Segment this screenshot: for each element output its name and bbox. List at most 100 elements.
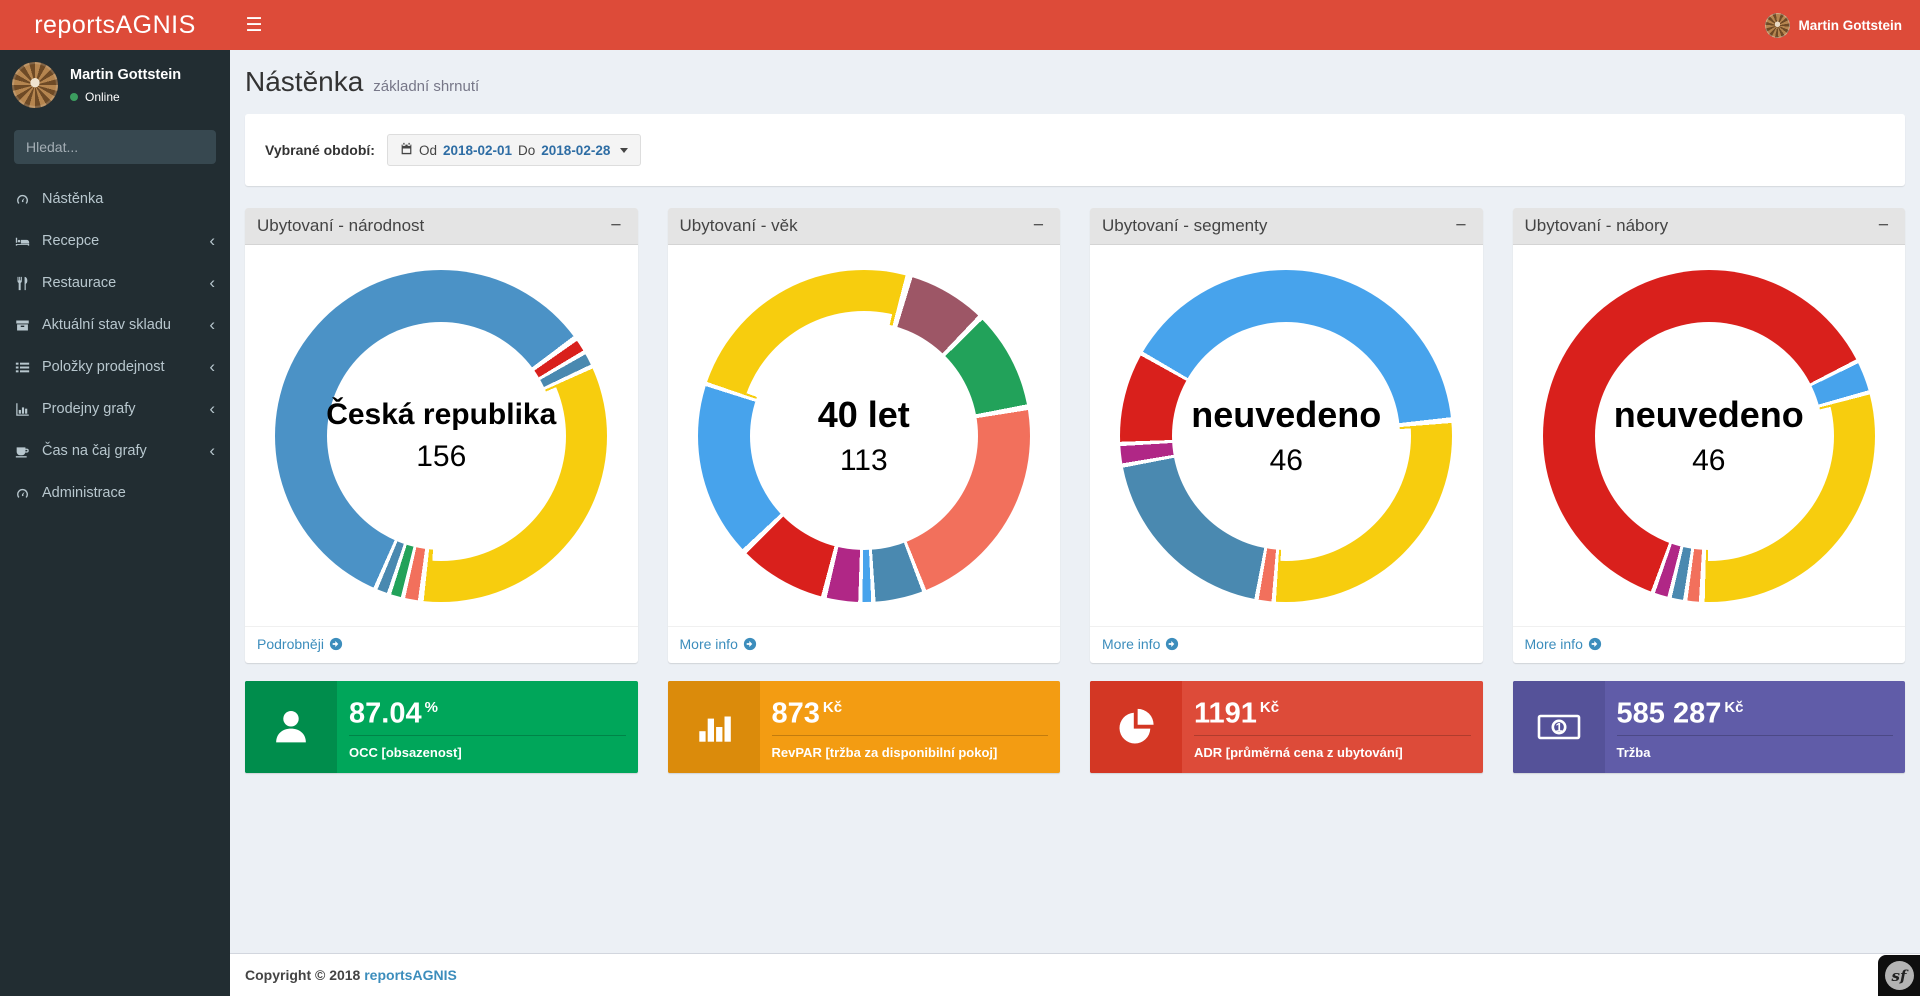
stat-unit: Kč: [1724, 699, 1744, 716]
sidebar-item[interactable]: Recepce ‹: [0, 220, 230, 262]
online-status-icon: [70, 92, 78, 101]
chart-boxes-row: Ubytovaní - národnost − Česká republika …: [245, 208, 1905, 663]
sidebar-item[interactable]: Prodejny grafy ‹: [0, 388, 230, 430]
content-area: Nástěnka základní shrnutí Vybrané období…: [230, 50, 1920, 996]
chart-box: Ubytovaní - nábory − neuvedeno 46 More i…: [1512, 208, 1906, 663]
collapse-button[interactable]: −: [1451, 216, 1470, 235]
collapse-button[interactable]: −: [606, 216, 625, 235]
page-title: Nástěnka: [245, 66, 364, 97]
more-info-link[interactable]: More info: [680, 636, 757, 652]
chart-box-body: neuvedeno 46: [1090, 245, 1483, 626]
hamburger-icon: ☰: [245, 14, 263, 36]
more-info-link[interactable]: Podrobněji: [257, 636, 343, 652]
chart-box-body: Česká republika 156: [245, 245, 638, 626]
donut-chart[interactable]: neuvedeno 46: [1542, 269, 1875, 602]
date-from: 2018-02-01: [442, 142, 513, 158]
donut-chart[interactable]: neuvedeno 46: [1120, 269, 1453, 602]
chart-box-body: neuvedeno 46: [1513, 245, 1906, 626]
navbar-spacer: [278, 0, 1747, 50]
stat-divider: [349, 734, 626, 736]
date-to: 2018-02-28: [541, 142, 611, 158]
sidebar-item[interactable]: Administrace: [0, 472, 230, 514]
banknote-icon: 1: [1512, 681, 1605, 773]
arrow-circle-right-icon: [1588, 637, 1602, 651]
sidebar-user-panel: Martin Gottstein Online: [0, 50, 230, 122]
chevron-left-icon: ‹: [209, 315, 215, 334]
sidebar-item[interactable]: Aktuální stav skladu ‹: [0, 304, 230, 346]
chart-box: Ubytovaní - věk − 40 let 113 More info: [667, 208, 1061, 663]
period-label: Vybrané období:: [265, 142, 375, 158]
donut-center-value: 156: [416, 439, 467, 473]
bar-chart-icon: [667, 681, 760, 773]
stat-box: 873 Kč RevPAR [tržba za disponibilní poko…: [667, 681, 1060, 773]
donut-center-label: Česká republika: [326, 397, 557, 431]
stat-label: RevPAR [tržba za disponibilní pokoj]: [771, 744, 998, 760]
stat-value: 87.04%: [349, 697, 438, 730]
page-subtitle: základní shrnutí: [373, 78, 480, 95]
more-info-link[interactable]: More info: [1102, 636, 1179, 652]
sidebar-item[interactable]: Čas na čaj grafy ‹: [0, 430, 230, 472]
chevron-left-icon: ‹: [209, 273, 215, 292]
archive-icon: [15, 318, 42, 333]
stat-box: 87.04% OCC [obsazenost]: [245, 681, 638, 773]
arrow-circle-right-icon: [1165, 637, 1179, 651]
date-range-button[interactable]: Od 2018-02-01 Do 2018-02-28: [386, 134, 642, 166]
sidebar-username: Martin Gottstein: [70, 66, 182, 83]
arrow-circle-right-icon: [743, 637, 757, 651]
collapse-button[interactable]: −: [1874, 216, 1893, 235]
arrow-circle-right-icon: [329, 637, 343, 651]
chart-box-title: Ubytovaní - národnost: [257, 216, 425, 235]
pie-chart-icon: [1090, 681, 1182, 773]
bar-chart-icon: [15, 402, 42, 417]
stat-divider: [1194, 734, 1471, 736]
caret-down-icon: [620, 147, 629, 153]
chart-box-footer: More info: [1512, 626, 1905, 663]
stat-unit: %: [424, 699, 438, 716]
chart-box: Ubytovaní - národnost − Česká republika …: [245, 208, 638, 663]
sidebar-item[interactable]: Položky prodejnost ‹: [0, 346, 230, 388]
chart-box-footer: Podrobněji: [245, 626, 638, 663]
donut-center: Česká republika 156: [275, 398, 607, 474]
sidebar-toggle-button[interactable]: ☰: [230, 0, 278, 50]
gauge-icon: [15, 486, 42, 501]
chevron-left-icon: ‹: [209, 357, 215, 376]
symfony-debug-badge[interactable]: sf: [1878, 955, 1920, 996]
donut-center-label: 40 let: [817, 393, 910, 435]
stat-divider: [1616, 734, 1893, 736]
brand-logo[interactable]: reportsAGNIS: [34, 10, 196, 39]
stat-boxes-row: 87.04% OCC [obsazenost] 873 Kč RevPAR [tr…: [245, 681, 1905, 773]
chart-box-title: Ubytovaní - nábory: [1524, 216, 1669, 235]
donut-center-label: neuvedeno: [1613, 393, 1804, 435]
sidebar-menu: Nástěnka Recepce ‹ Restaurace ‹ Aktuální…: [0, 178, 230, 514]
navbar-user-menu[interactable]: Martin Gottstein: [1747, 0, 1920, 50]
stat-label: Tržba: [1616, 744, 1651, 760]
content-header: Nástěnka základní shrnutí: [230, 50, 1920, 102]
chart-box-header: Ubytovaní - věk −: [667, 208, 1060, 245]
footer-brand-link[interactable]: reportsAGNIS: [364, 967, 457, 983]
search-input[interactable]: [14, 130, 216, 164]
sidebar-user-status[interactable]: Online: [70, 90, 181, 104]
stat-value: 873 Kč: [771, 697, 843, 730]
donut-chart[interactable]: Česká republika 156: [275, 269, 608, 602]
chart-box-title: Ubytovaní - segmenty: [1102, 216, 1268, 235]
svg-text:1: 1: [1555, 721, 1562, 735]
donut-center: 40 let 113: [698, 394, 1030, 478]
stat-box: 1191 Kč ADR [průměrná cena z ubytování]: [1090, 681, 1483, 773]
bed-icon: [15, 234, 42, 249]
sidebar-search: [14, 130, 216, 164]
chart-box-header: Ubytovaní - nábory −: [1512, 208, 1905, 245]
coffee-cup-icon: [15, 444, 42, 459]
top-navbar: reportsAGNIS ☰ Martin Gottstein: [0, 0, 1920, 50]
person-icon: [245, 681, 337, 773]
stat-label: ADR [průměrná cena z ubytování]: [1194, 744, 1403, 760]
chart-box-header: Ubytovaní - segmenty −: [1090, 208, 1483, 245]
sidebar-item[interactable]: Restaurace ‹: [0, 262, 230, 304]
donut-chart[interactable]: 40 let 113: [697, 269, 1030, 602]
symfony-logo-icon: sf: [1884, 961, 1914, 990]
more-info-link[interactable]: More info: [1525, 636, 1602, 652]
collapse-button[interactable]: −: [1029, 216, 1048, 235]
chart-box-body: 40 let 113: [668, 245, 1061, 626]
sidebar-item[interactable]: Nástěnka: [0, 178, 230, 220]
stat-box: 1 585 287 Kč Tržba: [1512, 681, 1905, 773]
cutlery-icon: [15, 276, 42, 291]
